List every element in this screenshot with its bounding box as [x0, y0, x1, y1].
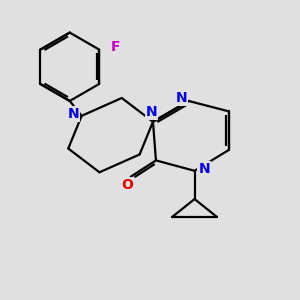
Text: O: O [121, 178, 133, 192]
Text: F: F [111, 40, 120, 54]
Text: N: N [176, 91, 187, 105]
Text: N: N [68, 107, 79, 121]
Text: N: N [146, 105, 157, 119]
Text: N: N [198, 162, 210, 176]
